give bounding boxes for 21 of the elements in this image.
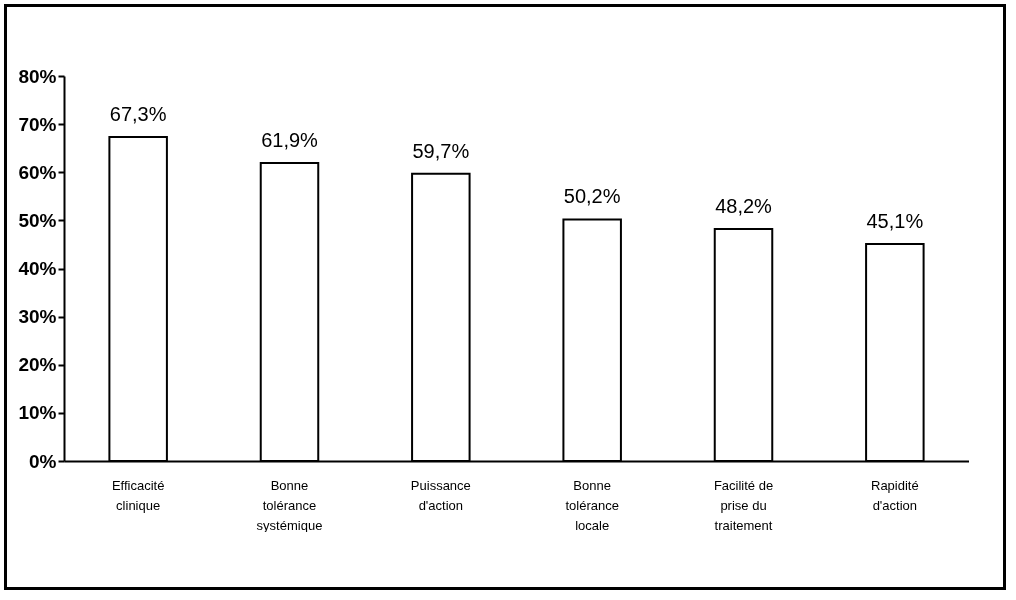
y-tick-label: 60% [18,161,57,183]
x-tick-label: Facilité de prise du traitement [713,477,774,533]
y-tick-label: 0% [29,450,57,472]
y-tick-label: 30% [18,306,57,328]
x-tick-label: Efficacité clinique [111,477,165,513]
data-label: 45,1% [866,209,924,232]
data-label: 61,9% [261,129,319,152]
x-tick-label: Puissance d'action [410,477,471,513]
y-tick-label: 70% [18,113,57,135]
data-label: 48,2% [715,195,773,218]
x-tick-label: Bonne tolérance locale [565,477,619,533]
y-tick-label: 10% [18,402,57,424]
x-tick-label: Rapidité d'action [870,477,919,513]
data-label: 67,3% [109,103,167,126]
data-label: 59,7% [412,139,470,162]
x-tick-label: Bonne tolérance systémique [256,477,323,533]
y-tick-label: 20% [18,354,57,376]
y-tick-label: 50% [18,209,57,231]
y-tick-label: 40% [18,258,57,279]
y-tick-label: 80% [18,65,57,87]
data-label: 50,2% [563,185,621,208]
